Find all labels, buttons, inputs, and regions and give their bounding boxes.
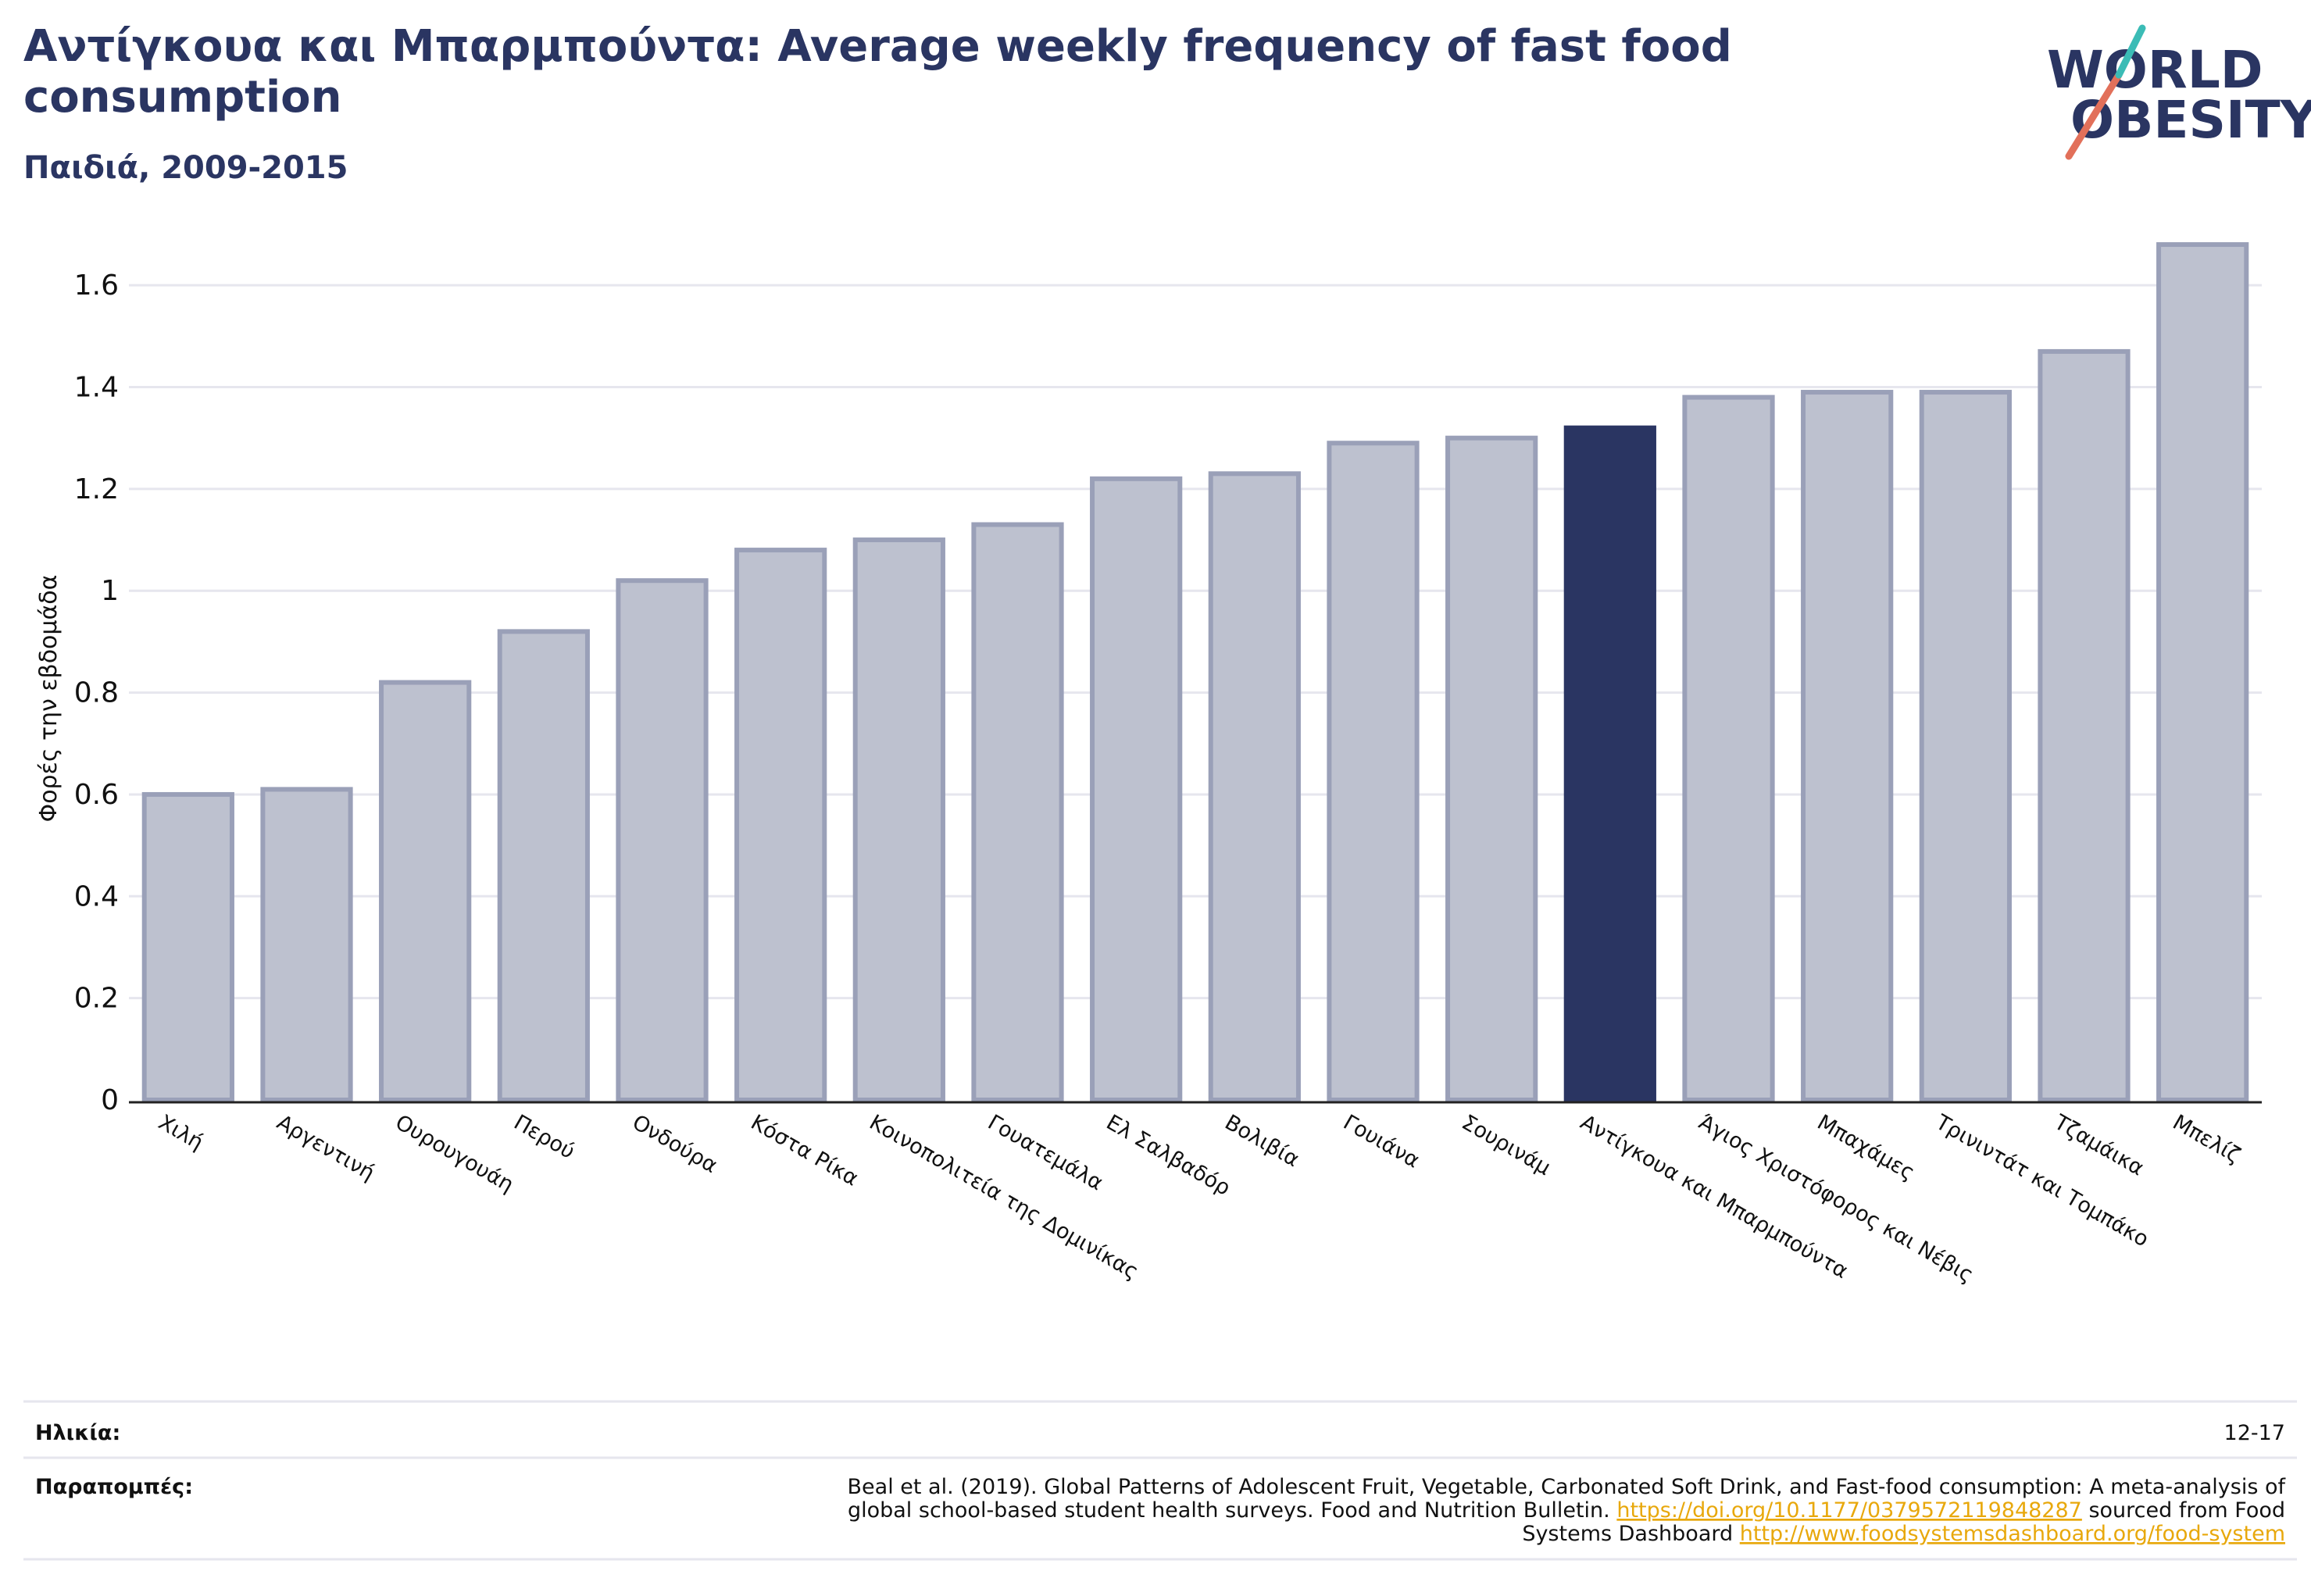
- chart-subtitle: Παιδιά, 2009-2015: [23, 150, 348, 186]
- logo-line1: WORLD: [2047, 40, 2263, 100]
- logo-slash-teal: [2115, 24, 2146, 79]
- x-tick-label: Περού: [509, 1110, 578, 1164]
- x-tick-label: Ελ Σαλβαδόρ: [1102, 1110, 1234, 1201]
- y-tick-label: 1.6: [74, 270, 119, 302]
- y-tick-label: 1: [101, 575, 119, 607]
- bar: [2038, 348, 2131, 1102]
- bars: [141, 242, 2249, 1103]
- bar: [141, 791, 234, 1102]
- doi-link[interactable]: https://doi.org/10.1177/0379572119848287: [1616, 1498, 2082, 1523]
- y-tick-label: 1.2: [74, 473, 119, 505]
- reference-line-1: Beal et al. (2019). Global Patterns of A…: [848, 1475, 2287, 1499]
- age-label: Ηλικία:: [35, 1421, 120, 1445]
- x-tick-label: Μπαχάμες: [1813, 1110, 1919, 1185]
- bar: [2156, 242, 2249, 1103]
- y-tick-labels: 0 0.2 0.4 0.6 0.8 1 1.2 1.4 1.6: [74, 270, 119, 1116]
- world-obesity-logo: WORLD OBESITY: [2047, 24, 2311, 160]
- bar: [1919, 390, 2012, 1102]
- logo-line2: OBESITY: [2070, 90, 2311, 150]
- bar: [971, 522, 1064, 1102]
- bar: [260, 787, 353, 1102]
- bar: [1208, 471, 1301, 1102]
- y-tick-label: 0.2: [74, 983, 119, 1015]
- bar: [734, 548, 827, 1102]
- x-tick-label: Ουρουγουάη: [391, 1110, 518, 1197]
- reference-line-2: global school-based student health surve…: [848, 1498, 2285, 1523]
- reference-line-2-tail: sourced from Food: [2088, 1498, 2285, 1523]
- bar: [1801, 390, 1894, 1102]
- bar: [379, 680, 472, 1102]
- reference-line-2-text: global school-based student health surve…: [848, 1498, 1610, 1523]
- chart-title-line2: consumption: [23, 72, 341, 123]
- bar: [1445, 435, 1538, 1102]
- bar: [1682, 395, 1775, 1102]
- y-tick-label: 0: [101, 1084, 119, 1116]
- bar-highlight: [1563, 425, 1656, 1102]
- bar: [852, 537, 945, 1102]
- bar: [1327, 441, 1420, 1102]
- x-tick-label: Χιλή: [154, 1110, 207, 1155]
- y-tick-label: 1.4: [74, 372, 119, 404]
- x-tick-label: Βολιβία: [1220, 1110, 1303, 1172]
- bar: [616, 578, 709, 1102]
- dashboard-link[interactable]: http://www.foodsystemsdashboard.org/food…: [1740, 1522, 2285, 1546]
- x-tick-label: Γουιάνα: [1339, 1110, 1423, 1173]
- bar: [497, 629, 590, 1102]
- grid-lines: [129, 284, 2262, 1000]
- x-tick-label: Σουρινάμ: [1458, 1110, 1555, 1180]
- y-axis-title: Φορές την εβδομάδα: [35, 575, 63, 823]
- x-tick-label: Μπελίζ: [2169, 1110, 2245, 1168]
- y-tick-label: 0.4: [74, 880, 119, 912]
- x-tick-label: Τζαμάικα: [2049, 1110, 2148, 1181]
- reference-line-3-text: Systems Dashboard: [1522, 1522, 1733, 1546]
- x-tick-label: Ονδούρα: [628, 1110, 721, 1178]
- bar: [1090, 476, 1183, 1102]
- y-tick-label: 0.8: [74, 677, 119, 709]
- y-tick-label: 0.6: [74, 779, 119, 811]
- chart-title-line1: Αντίγκουα και Μπαρμπούντα: Average weekl…: [23, 21, 1732, 72]
- references-label: Παραπομπές:: [35, 1475, 193, 1499]
- x-tick-label: Κόστα Ρίκα: [747, 1110, 863, 1191]
- x-tick-label: Αργεντινή: [273, 1110, 379, 1185]
- age-value: 12-17: [2224, 1421, 2285, 1445]
- reference-line-3: Systems Dashboard http://www.foodsystems…: [1522, 1522, 2285, 1546]
- logo-slash-red: [2065, 71, 2123, 160]
- footer: Ηλικία: 12-17 Παραπομπές: Beal et al. (2…: [23, 1400, 2297, 1561]
- x-tick-label: Τρινιντάτ και Τομπάκο: [1931, 1110, 2152, 1252]
